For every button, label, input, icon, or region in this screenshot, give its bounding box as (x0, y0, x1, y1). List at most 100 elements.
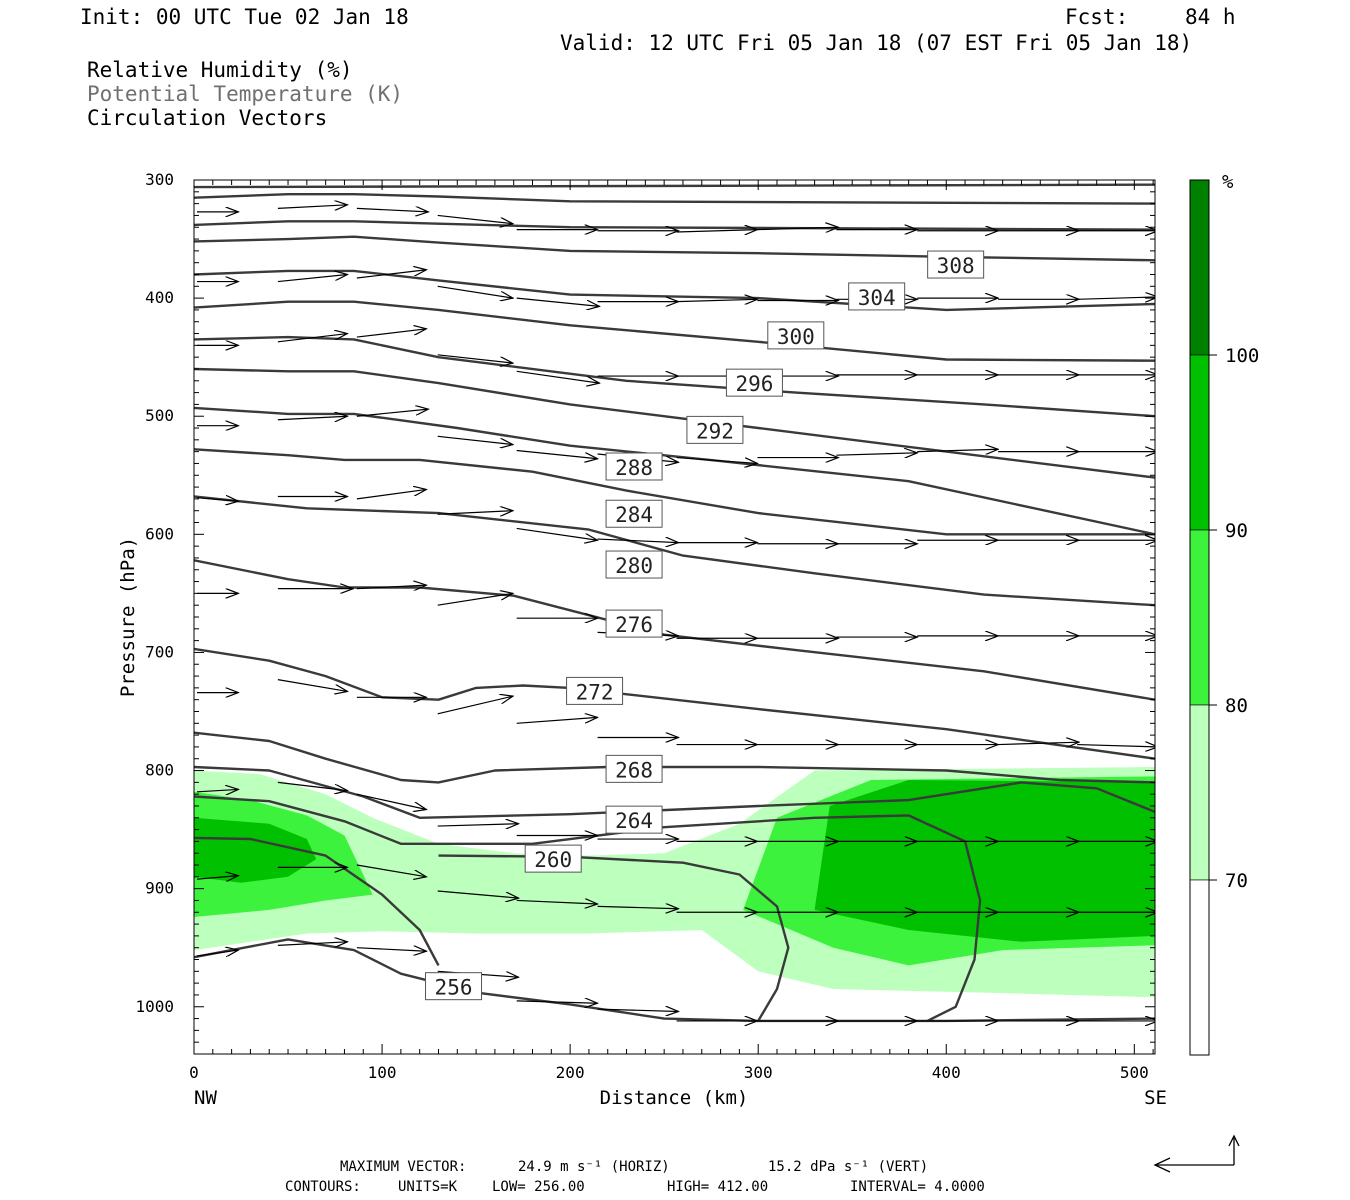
circulation-vector (277, 205, 348, 209)
title-potential-temperature: Potential Temperature (K) (87, 82, 403, 106)
circulation-vector (196, 950, 238, 956)
footer-units: UNITS=K (398, 1179, 458, 1195)
contour-label: 292 (686, 415, 744, 444)
contour-label-text: 260 (534, 848, 572, 872)
contour-label-text: 284 (615, 503, 653, 527)
footer-max-vector-label: MAXIMUM VECTOR: (340, 1159, 466, 1175)
circulation-vector (597, 906, 679, 908)
theta-contour-316 (194, 220, 1155, 231)
x-tick-label: 200 (556, 1063, 585, 1082)
y-tick-label: 700 (145, 642, 174, 661)
circulation-vector (836, 453, 917, 455)
circulation-vector (437, 435, 513, 444)
contour-label: 308 (927, 250, 985, 279)
title-relative-humidity: Relative Humidity (%) (87, 58, 353, 82)
forecast-hour: 84 h (1185, 5, 1236, 29)
circulation-vector (437, 696, 513, 715)
colorbar-segment (1189, 879, 1210, 1056)
circulation-vector (676, 456, 758, 464)
contour-label: 256 (425, 972, 483, 1001)
x-end-label-nw: NW (194, 1087, 217, 1109)
theta-contour-280 (194, 559, 1155, 701)
circulation-vector (597, 1009, 679, 1011)
theta-contour-296 (194, 367, 1155, 479)
rh-band-90-left (194, 817, 317, 883)
colorbar-segment (1189, 354, 1210, 531)
circulation-vectors (196, 205, 1155, 1021)
circulation-vector (998, 742, 1079, 744)
y-tick-label: 500 (145, 406, 174, 425)
circulation-vector (356, 793, 427, 809)
plot-area: 308 304 300 296 292 288 284 280 276 272 268 264 260 2… (194, 183, 1155, 1023)
title-circulation-vectors: Circulation Vectors (87, 106, 327, 130)
theta-contours (194, 183, 1155, 1023)
contour-label-text: 308 (937, 254, 975, 278)
circulation-vector (437, 824, 519, 826)
circulation-vector (356, 270, 427, 279)
contour-label: 276 (605, 609, 663, 638)
circulation-vector (437, 890, 519, 898)
x-tick-label: 400 (932, 1063, 961, 1082)
circulation-vector (757, 227, 838, 229)
reference-vector-icon (1153, 1134, 1240, 1173)
forecast-label: Fcst: (1065, 5, 1128, 29)
x-tick-label: 500 (1120, 1063, 1149, 1082)
y-tick-label: 300 (145, 170, 174, 189)
contour-label-text: 268 (615, 758, 653, 782)
colorbar-label: 90 (1225, 520, 1248, 542)
colorbar-segment (1189, 529, 1210, 706)
circulation-vector (516, 1001, 598, 1003)
circulation-vector (516, 370, 600, 383)
circulation-vector (356, 329, 427, 338)
circulation-vector (356, 948, 427, 952)
theta-contour-284 (194, 495, 1155, 607)
contour-label-text: 256 (435, 976, 473, 1000)
circulation-vector (1077, 297, 1155, 299)
contour-label-text: 280 (615, 554, 653, 578)
y-tick-label: 800 (145, 761, 174, 780)
circulation-vector (356, 208, 428, 212)
colorbar-unit: % (1222, 171, 1234, 193)
x-end-label-se: SE (1144, 1087, 1167, 1109)
y-axis-label: Pressure (hPa) (117, 537, 139, 697)
theta-contour-304 (194, 300, 1155, 362)
circulation-vector (516, 449, 598, 458)
contour-label-text: 264 (615, 809, 653, 833)
circulation-vector (437, 285, 513, 298)
circulation-vector (277, 334, 348, 343)
circulation-vector (356, 409, 428, 417)
contour-label-text: 304 (858, 286, 896, 310)
theta-contour-300 (194, 335, 1155, 418)
theta-contour-320 (194, 192, 1155, 205)
circulation-vector (277, 416, 348, 420)
contour-label-text: 300 (777, 325, 815, 349)
circulation-vector (516, 527, 598, 540)
circulation-vector (676, 299, 758, 301)
colorbar-label: 80 (1225, 695, 1248, 717)
circulation-vector (516, 717, 598, 724)
circulation-vector (437, 354, 513, 363)
theta-contour-264 (194, 795, 982, 1022)
contour-label: 296 (725, 368, 783, 397)
colorbar-segment (1189, 179, 1210, 356)
circulation-vector (1077, 745, 1155, 747)
circulation-vector (196, 498, 238, 502)
y-tick-label: 1000 (135, 997, 174, 1016)
theta-contour-312 (194, 235, 1155, 262)
footer-low: LOW= 256.00 (492, 1179, 585, 1195)
contour-labels: 308 304 300 296 292 288 284 280 276 272 268 264 260 2… (425, 250, 985, 1001)
contour-label: 272 (566, 676, 624, 705)
valid-time: Valid: 12 UTC Fri 05 Jan 18 (07 EST Fri … (560, 31, 1192, 55)
circulation-vector (516, 297, 600, 306)
x-tick-label: 100 (368, 1063, 397, 1082)
contour-label: 260 (524, 844, 582, 873)
circulation-vector (917, 449, 998, 451)
circulation-vector (277, 942, 348, 946)
contour-label: 288 (605, 452, 663, 481)
contour-label-text: 276 (615, 613, 653, 637)
circulation-vector (437, 593, 513, 606)
theta-contour-260 (194, 836, 440, 966)
theta-contour-272 (194, 731, 1155, 784)
contour-label: 264 (605, 805, 663, 834)
circulation-vector (676, 230, 758, 232)
